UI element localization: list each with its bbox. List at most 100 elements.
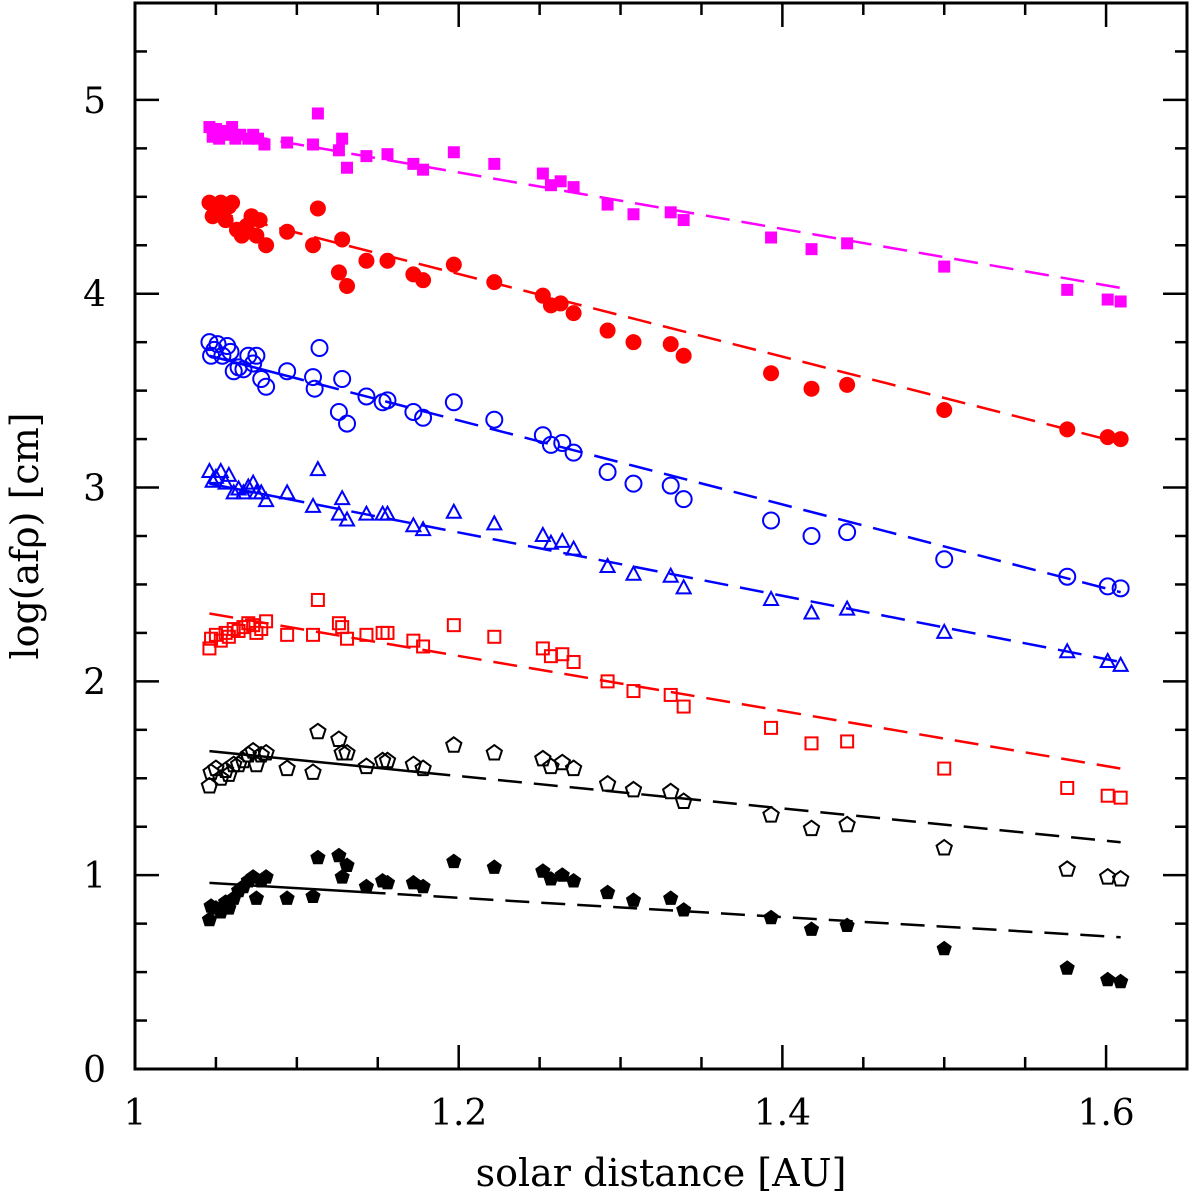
- data-point: [804, 736, 819, 751]
- data-point: [1100, 971, 1116, 987]
- x-tick-labels: 1 1.2 1.4 1.6: [124, 1093, 1135, 1134]
- data-point: [309, 459, 327, 477]
- data-point: [414, 520, 432, 537]
- data-point: [543, 871, 559, 886]
- data-point: [216, 473, 235, 490]
- data-point: [231, 623, 246, 638]
- data-point: [220, 465, 238, 482]
- data-point: [555, 647, 570, 662]
- data-point: [258, 869, 274, 884]
- data-point: [674, 578, 693, 595]
- data-point: [212, 769, 230, 786]
- data-point: [244, 473, 262, 490]
- data-point: [598, 463, 617, 482]
- series-group: [203, 107, 1127, 308]
- data-point: [542, 533, 560, 550]
- data-point: [213, 346, 232, 365]
- data-point: [661, 782, 680, 800]
- series-group: [200, 333, 1130, 598]
- x-axis-label: solar distance [AU]: [476, 1151, 847, 1195]
- data-point: [224, 194, 241, 211]
- data-point: [841, 237, 854, 250]
- data-point: [415, 878, 431, 894]
- data-point: [535, 641, 550, 656]
- fit-line-solid: [209, 482, 281, 499]
- data-point: [310, 338, 329, 357]
- data-point: [281, 136, 294, 149]
- data-point: [676, 902, 692, 917]
- data-point: [257, 491, 275, 508]
- data-point: [486, 859, 502, 874]
- data-point: [278, 362, 297, 381]
- data-point: [247, 346, 266, 365]
- data-point: [244, 354, 263, 373]
- data-point: [554, 175, 567, 188]
- data-point: [763, 365, 780, 382]
- data-point: [258, 237, 275, 254]
- data-point: [445, 502, 463, 519]
- data-point: [486, 274, 503, 291]
- data-point: [248, 227, 265, 244]
- data-point: [417, 163, 430, 176]
- data-point: [553, 753, 572, 771]
- data-point: [598, 774, 617, 792]
- y-tick-label: 0: [83, 1050, 106, 1091]
- data-point: [534, 749, 552, 767]
- data-point: [600, 674, 615, 689]
- data-point: [1111, 579, 1130, 598]
- y-tick-labels: 0 1 2 3 4 5: [83, 81, 106, 1091]
- data-point: [936, 402, 953, 419]
- x-tick-label: 1.4: [754, 1093, 811, 1134]
- data-point: [380, 625, 395, 640]
- data-point: [304, 368, 323, 387]
- data-point: [838, 523, 857, 542]
- data-point: [360, 150, 373, 163]
- data-point: [935, 838, 953, 856]
- data-point: [359, 627, 374, 642]
- data-point: [311, 107, 324, 120]
- x-tick-label: 1: [124, 1093, 147, 1134]
- data-point: [339, 277, 356, 294]
- data-point: [225, 483, 243, 500]
- data-point: [1111, 655, 1130, 672]
- series-group: [200, 722, 1130, 887]
- data-point: [249, 625, 264, 640]
- data-point: [251, 212, 268, 229]
- data-point: [404, 516, 423, 533]
- data-point: [763, 909, 779, 925]
- series-group: [202, 592, 1128, 805]
- data-point: [564, 539, 583, 556]
- data-point: [674, 490, 693, 509]
- data-point: [331, 616, 346, 631]
- data-point: [662, 566, 680, 583]
- data-point: [802, 603, 821, 620]
- data-point: [599, 322, 616, 339]
- data-point: [331, 847, 347, 863]
- data-point: [662, 336, 679, 353]
- data-point: [675, 347, 692, 364]
- data-point: [358, 878, 374, 894]
- data-point: [598, 556, 617, 574]
- data-point: [936, 940, 952, 956]
- data-point: [252, 745, 270, 763]
- data-point: [279, 890, 295, 905]
- fit-line-dashed: [209, 209, 1121, 445]
- data-point: [1111, 869, 1130, 887]
- series-group: [201, 194, 1129, 448]
- data-point: [329, 402, 348, 421]
- data-point: [335, 620, 350, 635]
- data-point: [378, 751, 397, 769]
- data-point: [625, 892, 642, 907]
- data-point: [446, 618, 461, 633]
- data-point: [676, 699, 691, 714]
- data-point: [485, 743, 504, 761]
- data-point: [541, 435, 560, 454]
- data-point: [839, 376, 856, 393]
- data-point: [838, 815, 856, 833]
- fit-line-dashed: [426, 771, 1121, 844]
- data-point: [226, 622, 241, 637]
- data-point: [415, 272, 432, 289]
- data-point: [221, 342, 240, 361]
- data-point: [208, 335, 227, 354]
